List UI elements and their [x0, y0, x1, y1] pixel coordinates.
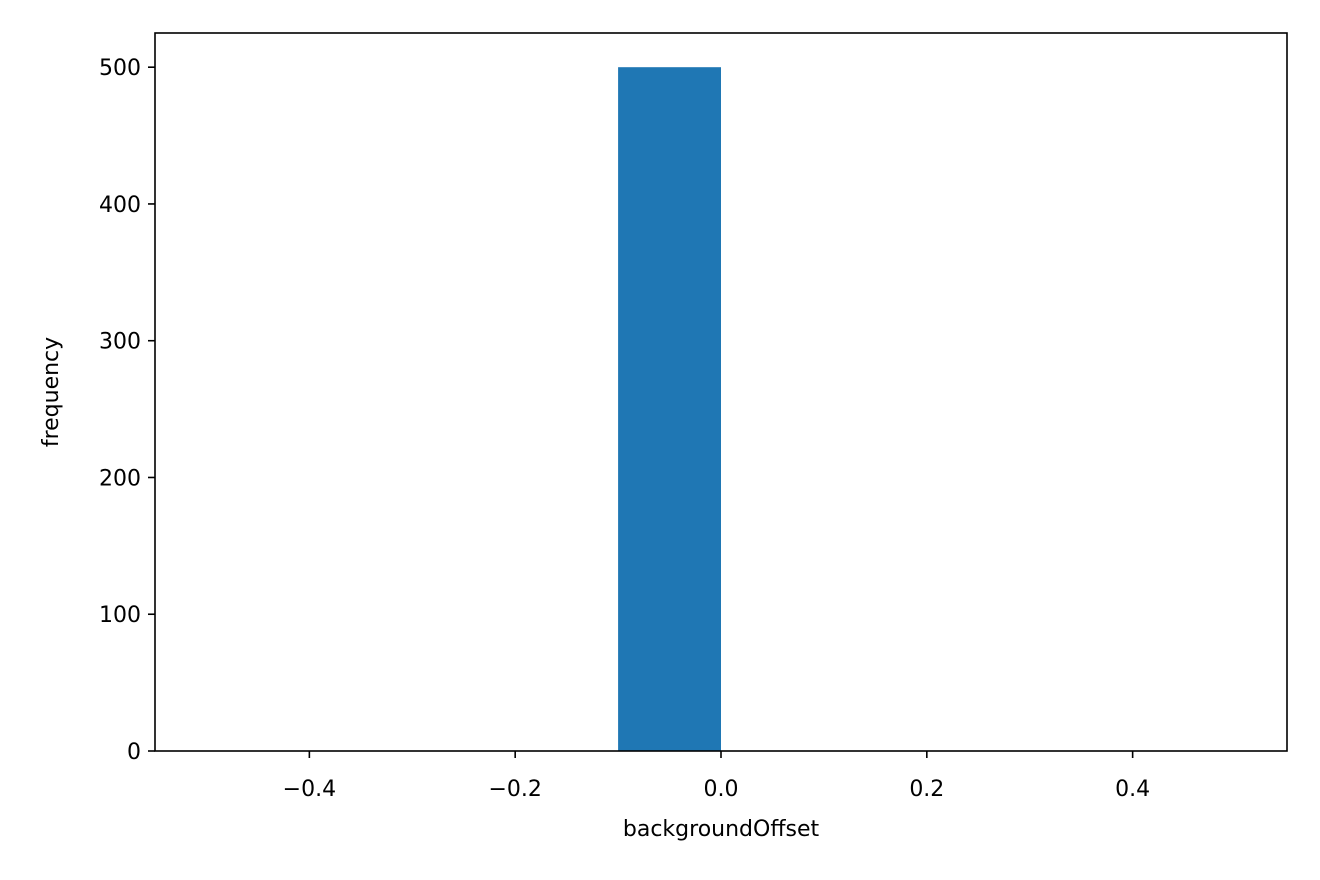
y-tick-label-4: 400 [99, 193, 141, 218]
y-tick-label-3: 300 [99, 330, 141, 355]
y-tick-label-5: 500 [99, 56, 141, 81]
histogram-bar-4 [618, 67, 721, 751]
bars-group [618, 67, 721, 751]
x-tick-label-4: 0.4 [1115, 777, 1150, 802]
y-tick-label-2: 200 [99, 466, 141, 491]
y-tick-label-0: 0 [127, 740, 141, 765]
x-axis: −0.4 −0.2 0.0 0.2 0.4 [283, 751, 1150, 802]
x-tick-label-2: 0.0 [704, 777, 739, 802]
x-tick-label-3: 0.2 [909, 777, 944, 802]
y-axis-title: frequency [39, 337, 64, 447]
x-axis-title: backgroundOffset [623, 817, 820, 842]
x-tick-label-0: −0.4 [283, 777, 336, 802]
y-axis: 0 100 200 300 400 500 [99, 56, 155, 765]
y-tick-label-1: 100 [99, 603, 141, 628]
x-tick-label-1: −0.2 [488, 777, 541, 802]
